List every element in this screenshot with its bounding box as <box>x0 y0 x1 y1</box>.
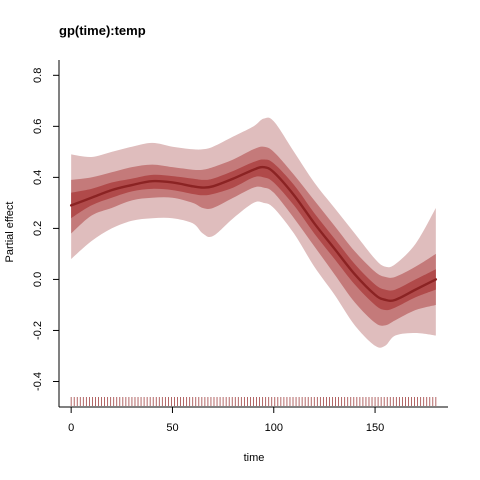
axes: 0 50 100 150 -0.4 -0.2 0.0 0.2 0.4 0.6 0.8 <box>32 60 448 434</box>
x-axis-label: time <box>244 452 265 464</box>
y-tick-label: -0.2 <box>32 321 44 340</box>
x-tick-label: 0 <box>68 422 74 434</box>
y-tick-label: 0.2 <box>32 221 44 236</box>
x-tick-label: 100 <box>265 422 283 434</box>
band-mid <box>71 146 436 326</box>
y-axis-ticks: -0.4 -0.2 0.0 0.2 0.4 0.6 0.8 <box>32 68 59 391</box>
x-tick-label: 50 <box>166 422 178 434</box>
y-tick-label: 0.8 <box>32 68 44 83</box>
series-lines <box>69 165 438 303</box>
x-tick-label: 150 <box>366 422 384 434</box>
y-axis-label: Partial effect <box>4 202 16 263</box>
credible-bands <box>71 117 436 348</box>
y-tick-label: 0.0 <box>32 272 44 287</box>
series-line-0 <box>69 165 438 303</box>
y-tick-label: -0.4 <box>32 372 44 391</box>
x-axis-ticks: 0 50 100 150 <box>68 407 384 434</box>
y-tick-label: 0.4 <box>32 170 44 185</box>
y-tick-label: 0.6 <box>32 119 44 134</box>
rug-marks <box>70 397 437 406</box>
chart-title: gp(time):temp <box>59 23 146 38</box>
band-inner <box>71 159 436 311</box>
